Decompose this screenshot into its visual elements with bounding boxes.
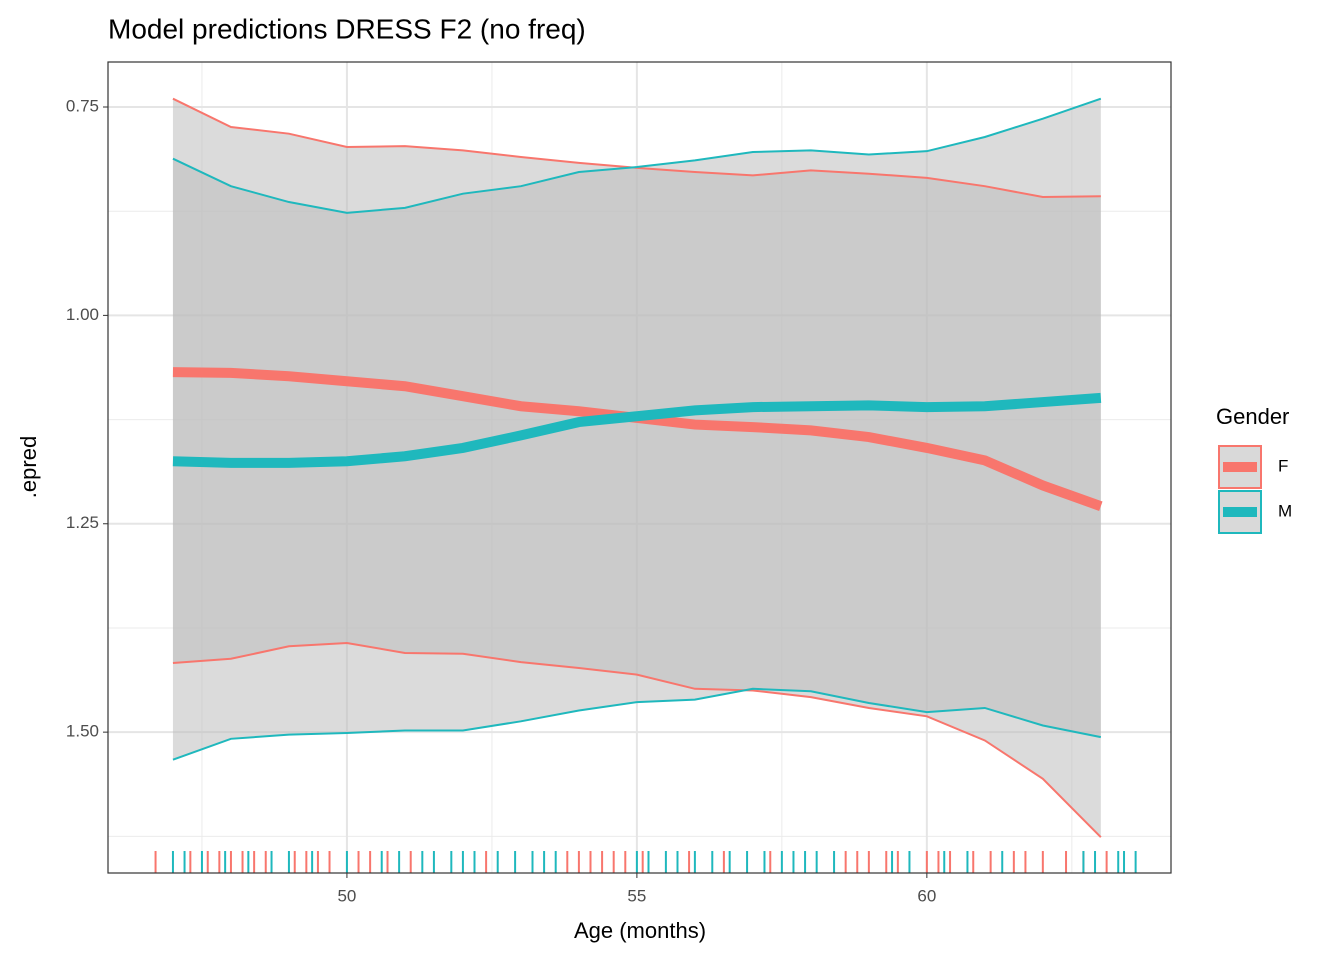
x-tick-label: 60 <box>917 886 936 905</box>
legend-title: Gender <box>1216 404 1289 429</box>
legend-label: M <box>1278 501 1292 520</box>
mean-line <box>172 392 1102 468</box>
ribbon-edge <box>172 97 1102 214</box>
ribbon <box>172 98 1101 760</box>
y-axis-label: .epred <box>16 436 41 498</box>
chart-title: Model predictions DRESS F2 (no freq) <box>108 13 586 44</box>
y-tick-label: 1.00 <box>66 305 99 324</box>
plot-border <box>107 61 1172 874</box>
ribbon-edge <box>172 687 1102 761</box>
x-tick-label: 55 <box>627 886 646 905</box>
y-tick-label: 1.25 <box>66 513 99 532</box>
x-axis-label: Age (months) <box>574 918 706 943</box>
x-tick-label: 50 <box>337 886 356 905</box>
ribbon-edge <box>172 641 1102 838</box>
y-tick-label: 1.50 <box>66 722 99 741</box>
y-tick-label: 0.75 <box>66 96 99 115</box>
legend-label: F <box>1278 456 1288 475</box>
